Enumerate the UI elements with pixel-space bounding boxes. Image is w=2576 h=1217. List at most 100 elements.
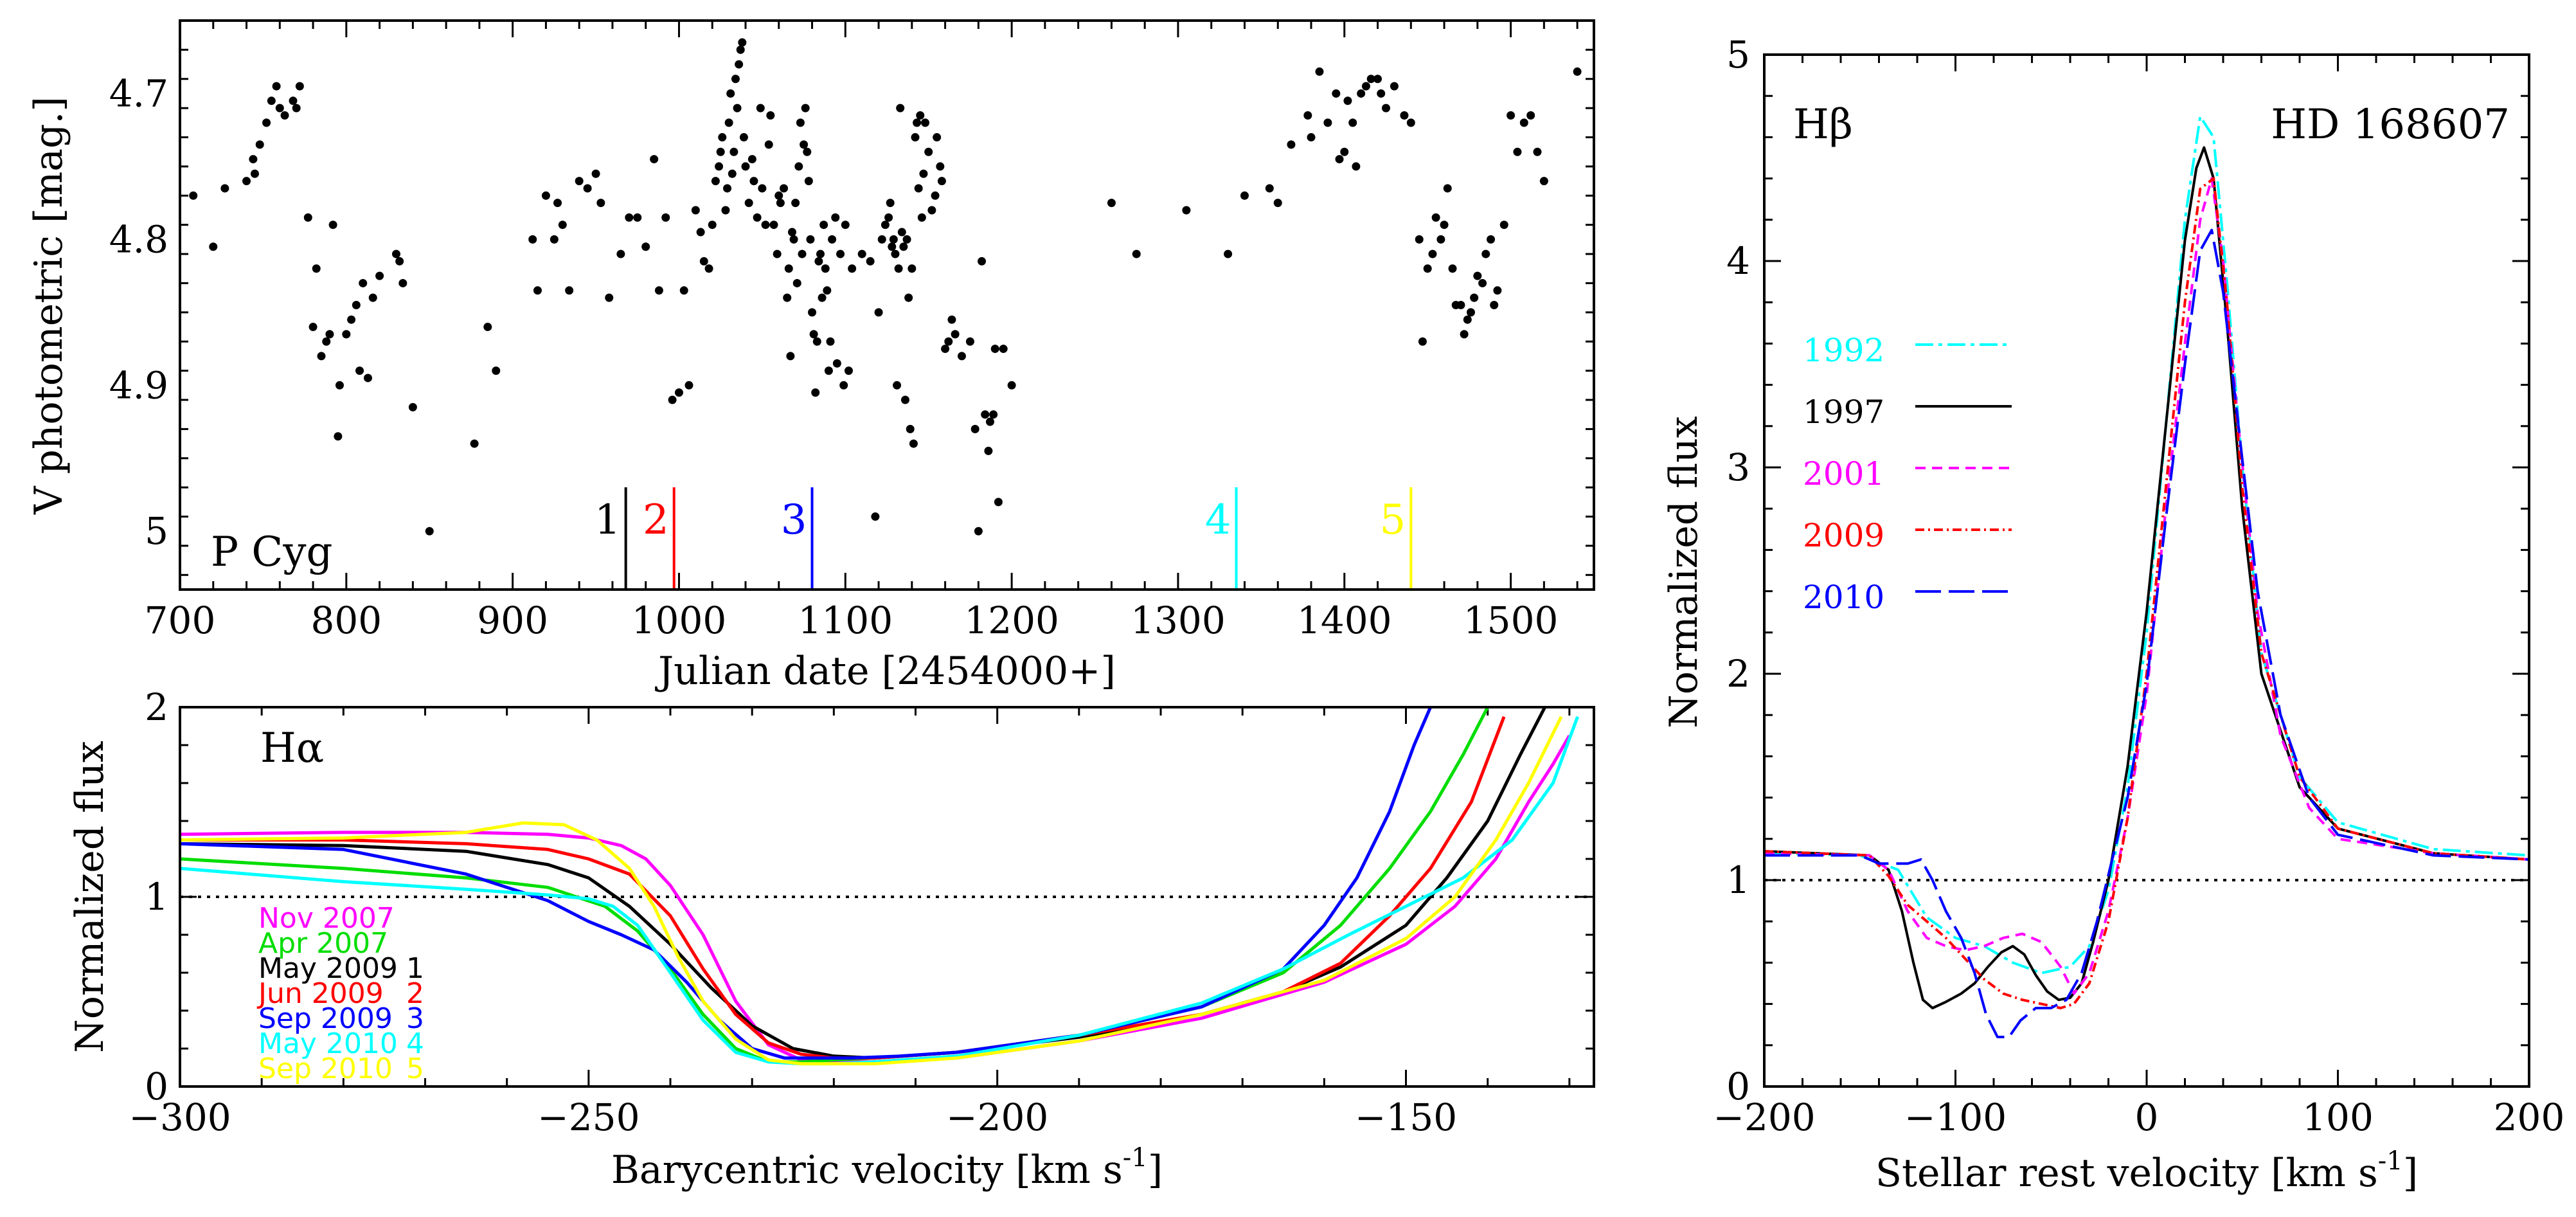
photometry-point xyxy=(1539,177,1548,186)
halpha-series-line xyxy=(180,716,1563,1066)
photometry-point xyxy=(739,133,748,142)
photometry-point xyxy=(292,104,301,113)
photometry-point xyxy=(792,278,801,287)
hbeta-ytick-label: 1 xyxy=(1726,858,1750,902)
photometry-point xyxy=(917,213,926,222)
photometry-point xyxy=(1448,264,1457,273)
photometry-point xyxy=(1381,104,1390,113)
photometry-point xyxy=(791,199,800,208)
photometry-point xyxy=(937,177,946,186)
halpha-ytick-label: 0 xyxy=(145,1065,168,1108)
photometry-point xyxy=(908,264,917,273)
halpha-legend-number: 1 xyxy=(406,952,424,985)
photometry-point xyxy=(841,221,850,230)
photometry-point xyxy=(933,133,942,142)
photometry-point xyxy=(718,133,727,142)
observation-marker-label: 1 xyxy=(595,496,621,544)
photometry-point xyxy=(1507,111,1516,120)
star-label-hd168607: HD 168607 xyxy=(2271,101,2510,149)
photometry-point xyxy=(780,184,789,193)
photometry-point xyxy=(1323,118,1332,127)
photometry-point xyxy=(255,140,264,149)
photometry-point xyxy=(978,257,987,266)
photometry-xtick-label: 1500 xyxy=(1463,599,1559,642)
photometry-point xyxy=(913,118,922,127)
halpha-series-line xyxy=(180,716,1506,1060)
photometry-point xyxy=(874,308,883,317)
photometry-point xyxy=(738,38,747,47)
hbeta-legend-label: 1992 xyxy=(1803,332,1884,369)
photometry-point xyxy=(1132,249,1141,258)
photometry-point xyxy=(1182,206,1191,215)
photometry-point xyxy=(661,213,670,222)
photometry-point xyxy=(783,293,792,302)
photometry-point xyxy=(904,293,913,302)
photometry-ticks xyxy=(179,19,1594,590)
hbeta-label: Hβ xyxy=(1793,101,1853,149)
halpha-legend-number: 3 xyxy=(406,1002,424,1035)
halpha-legend-label: Sep 2010 xyxy=(258,1052,393,1085)
photometry-point xyxy=(735,60,744,69)
hbeta-ytick-label: 2 xyxy=(1726,652,1750,696)
photometry-point xyxy=(1460,330,1469,339)
photometry-point xyxy=(884,213,893,222)
photometry-point xyxy=(773,249,782,258)
photometry-point xyxy=(999,345,1008,354)
photometry-point xyxy=(809,330,818,339)
photometry-point xyxy=(715,162,724,171)
halpha-xtick-label: −250 xyxy=(537,1095,640,1139)
photometry-point xyxy=(941,345,950,354)
photometry-xlabel: Julian date [2454000+] xyxy=(654,649,1116,694)
photometry-point xyxy=(951,330,960,339)
photometry-ytick-label: 4.7 xyxy=(109,71,168,115)
hbeta-ylabel: Normalized flux xyxy=(1661,416,1706,728)
photometry-point xyxy=(808,308,817,317)
photometry-point xyxy=(994,498,1003,507)
photometry-point xyxy=(596,199,605,208)
photometry-ytick-label: 4.8 xyxy=(109,217,168,261)
photometry-point xyxy=(1470,293,1479,302)
photometry-point xyxy=(541,191,550,200)
photometry-point xyxy=(728,169,737,178)
observation-marker-label: 4 xyxy=(1205,496,1231,544)
photometry-tick-labels: 700 800 900 1000 1100 1200 1300 1400 1500 4.7 4.8 4… xyxy=(109,71,1559,642)
photometry-point xyxy=(1418,337,1427,346)
photometry-point xyxy=(819,221,828,230)
photometry-point xyxy=(679,286,688,295)
photometry-point xyxy=(806,235,815,244)
hbeta-panel: −200 −100 0 100 200 0 1 2 3 4 5 1992 1997 2001 2009 20… xyxy=(1661,33,2564,1196)
photometry-point xyxy=(533,286,542,295)
photometry-point xyxy=(363,374,372,383)
photometry-point xyxy=(699,257,708,266)
photometry-point xyxy=(857,249,866,258)
halpha-legend-label: Sep 2009 xyxy=(258,1002,393,1035)
halpha-legend-label: May 2009 xyxy=(258,952,398,985)
photometry-point xyxy=(1224,249,1233,258)
photometry-point xyxy=(591,169,600,178)
photometry-point xyxy=(947,315,956,324)
photometry-point xyxy=(891,249,900,258)
photometry-point xyxy=(1352,162,1361,171)
photometry-point xyxy=(303,213,312,222)
hbeta-xlabel-text: Stellar rest velocity [km s xyxy=(1875,1151,2378,1196)
photometry-xtick-label: 1100 xyxy=(798,599,893,642)
photometry-point xyxy=(970,424,979,433)
photometry-point xyxy=(985,417,994,426)
photometry-point xyxy=(625,213,634,222)
hbeta-xlabel-sup: -1 xyxy=(2378,1146,2403,1176)
photometry-point xyxy=(724,118,733,127)
photometry-point xyxy=(789,235,798,244)
photometry-point xyxy=(911,133,920,142)
photometry-point xyxy=(1415,235,1424,244)
photometry-point xyxy=(1287,140,1296,149)
photometry-point xyxy=(924,147,933,156)
photometry-point xyxy=(1490,301,1499,309)
photometry-point xyxy=(824,366,833,375)
halpha-legend-number: 4 xyxy=(406,1027,424,1060)
hbeta-legend-label: 1997 xyxy=(1803,393,1884,431)
photometry-point xyxy=(888,242,897,251)
photometry-xtick-label: 1200 xyxy=(964,599,1059,642)
